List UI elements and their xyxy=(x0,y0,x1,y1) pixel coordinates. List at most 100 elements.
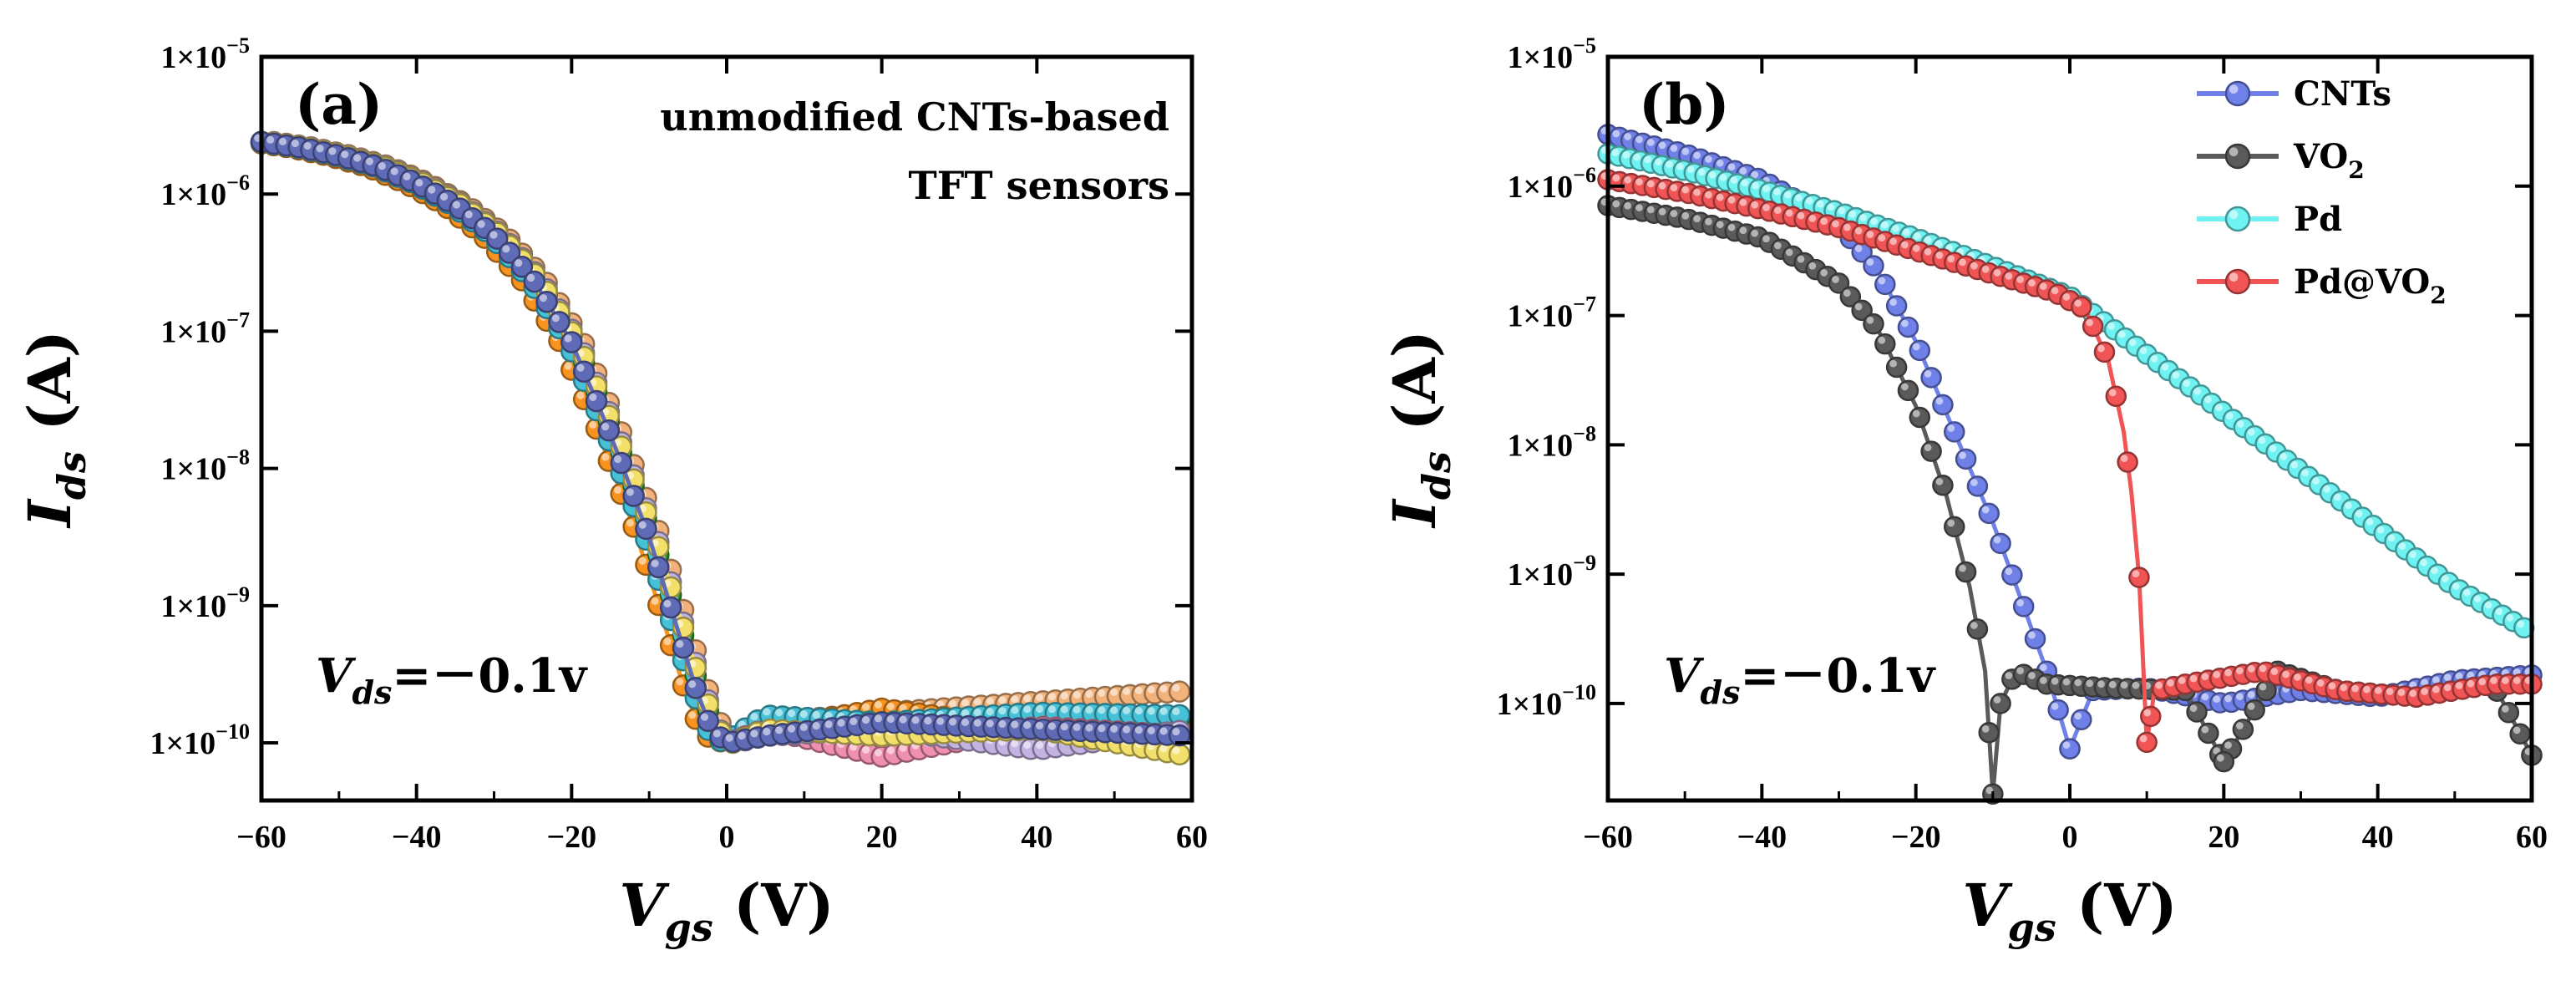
data-point-highlight xyxy=(1935,477,1944,485)
data-point-highlight xyxy=(1686,165,1695,173)
data-point-highlight xyxy=(961,718,969,726)
data-point-highlight xyxy=(2120,455,2128,462)
data-point-highlight xyxy=(1098,689,1106,697)
y-tick-label: 1×10−7 xyxy=(161,307,250,349)
data-point-highlight xyxy=(1762,204,1770,211)
data-point-highlight xyxy=(2421,678,2428,687)
data-point-highlight xyxy=(763,708,771,716)
data-point-highlight xyxy=(651,559,659,567)
data-point-highlight xyxy=(750,713,758,721)
data-point-highlight xyxy=(1612,200,1620,208)
data-point-highlight xyxy=(1843,223,1851,231)
legend-label: VO2 xyxy=(2293,137,2365,184)
data-point-highlight xyxy=(2224,741,2232,750)
data-point xyxy=(1955,448,1977,470)
data-point xyxy=(597,419,621,442)
data-point-highlight xyxy=(428,185,436,194)
data-point-highlight xyxy=(1773,188,1781,196)
data-point xyxy=(2186,701,2208,723)
data-point-highlight xyxy=(986,697,994,705)
data-point xyxy=(1990,532,2011,555)
data-point-highlight xyxy=(2484,601,2492,609)
data-point-highlight xyxy=(2139,734,2148,743)
data-point-highlight xyxy=(1122,706,1131,714)
data-point-highlight xyxy=(2086,318,2093,327)
data-point-highlight xyxy=(1935,252,1944,259)
data-point-highlight xyxy=(1773,206,1782,215)
data-point xyxy=(2093,341,2116,363)
data-point-highlight xyxy=(452,201,461,209)
data-point-highlight xyxy=(328,147,337,155)
data-point-highlight xyxy=(663,599,672,608)
data-point xyxy=(1885,295,1908,317)
data-point-highlight xyxy=(1705,217,1712,226)
data-point-highlight xyxy=(2139,347,2148,354)
data-point-highlight xyxy=(2355,510,2363,518)
data-point-highlight xyxy=(2062,678,2071,686)
data-point-highlight xyxy=(1624,201,1631,210)
data-point-highlight xyxy=(700,713,709,721)
data-point-highlight xyxy=(2016,276,2025,283)
data-point-highlight xyxy=(1658,207,1666,216)
data-point xyxy=(1909,406,1931,429)
data-point-highlight xyxy=(2236,420,2244,428)
data-point-highlight xyxy=(1036,694,1044,702)
data-point-highlight xyxy=(626,519,634,527)
data-point-highlight xyxy=(2132,570,2140,577)
data-point-highlight xyxy=(2143,709,2152,717)
data-point-highlight xyxy=(626,488,634,496)
data-point-highlight xyxy=(763,728,771,736)
panel-a-y-axis-title: Ids (A) xyxy=(15,330,94,529)
data-point-highlight xyxy=(2183,379,2191,388)
y-tick-label: 1×10−9 xyxy=(161,582,250,624)
data-point-highlight xyxy=(1670,145,1678,152)
data-point-highlight xyxy=(365,157,374,165)
data-point-highlight xyxy=(1036,704,1044,714)
data-point-highlight xyxy=(1646,139,1655,146)
data-point-highlight xyxy=(2473,595,2482,603)
data-point-highlight xyxy=(2269,445,2277,453)
data-point xyxy=(1863,313,1884,335)
data-point xyxy=(548,311,570,333)
data-point-highlight xyxy=(874,749,883,757)
data-point-highlight xyxy=(1011,706,1019,714)
data-point-highlight xyxy=(1110,688,1118,696)
data-point-highlight xyxy=(2323,485,2330,493)
data-point-highlight xyxy=(2189,704,2198,712)
data-point-highlight xyxy=(515,259,523,267)
data-point-highlight xyxy=(1693,151,1701,160)
data-point xyxy=(1920,440,1942,462)
data-point-highlight xyxy=(949,699,957,708)
data-point-highlight xyxy=(1866,231,1874,238)
data-point-highlight xyxy=(886,714,895,724)
data-point-highlight xyxy=(1708,170,1716,179)
data-point-highlight xyxy=(688,680,697,689)
data-point-highlight xyxy=(2051,287,2059,295)
data-point-highlight xyxy=(2155,681,2163,689)
data-point xyxy=(2117,451,2138,473)
data-point xyxy=(1920,367,1942,389)
data-point-highlight xyxy=(1676,163,1684,170)
legend-item-VO2: VO2 xyxy=(2197,137,2365,184)
legend-marker-highlight xyxy=(2229,147,2239,156)
data-point-highlight xyxy=(2062,741,2071,750)
data-point-highlight xyxy=(2344,501,2352,510)
data-point-highlight xyxy=(1797,211,1805,220)
y-tick-label: 1×10−10 xyxy=(150,719,250,761)
legend-marker-highlight xyxy=(2229,210,2239,219)
data-point-highlight xyxy=(2178,676,2186,684)
data-point-highlight xyxy=(2097,344,2105,353)
data-point-highlight xyxy=(1854,226,1863,235)
data-point-highlight xyxy=(2097,680,2105,689)
data-point-highlight xyxy=(1060,705,1068,714)
data-point-highlight xyxy=(1646,206,1655,214)
data-point-highlight xyxy=(998,696,1007,704)
data-point-highlight xyxy=(2409,689,2417,698)
data-point-highlight xyxy=(2074,678,2082,687)
data-point-highlight xyxy=(2039,676,2047,684)
data-point xyxy=(2059,738,2081,760)
data-point-highlight xyxy=(1697,168,1706,176)
panel-a-label: (a) xyxy=(295,72,383,137)
data-point xyxy=(1990,693,2011,714)
data-point-highlight xyxy=(2290,460,2299,469)
